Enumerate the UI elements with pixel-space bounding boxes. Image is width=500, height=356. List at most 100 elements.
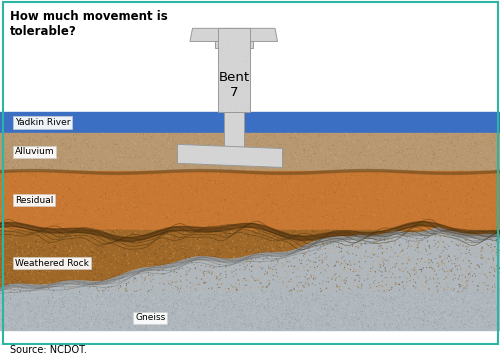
Point <box>481 229 489 234</box>
Point <box>283 180 291 186</box>
Point <box>228 229 235 235</box>
Point <box>398 293 406 299</box>
Point <box>3 311 11 317</box>
Point <box>32 286 40 291</box>
Point <box>216 319 224 324</box>
Point <box>454 267 462 272</box>
Point <box>176 257 184 263</box>
Point <box>492 300 500 305</box>
Point <box>390 294 398 300</box>
Point <box>116 271 124 277</box>
Point <box>36 165 44 171</box>
Point <box>186 291 194 297</box>
Point <box>164 179 172 184</box>
Point <box>274 297 281 303</box>
Point <box>394 178 402 184</box>
Text: Weathered Rock: Weathered Rock <box>15 258 89 268</box>
Point <box>68 258 76 263</box>
Point <box>297 307 305 312</box>
Point <box>432 167 440 173</box>
Point <box>458 229 466 235</box>
Point <box>112 256 120 262</box>
Point <box>46 229 54 235</box>
Point <box>313 145 321 151</box>
Point <box>14 272 22 278</box>
Point <box>174 165 182 171</box>
Point <box>242 101 250 107</box>
Point <box>372 269 380 275</box>
Point <box>242 187 250 193</box>
Point <box>388 308 396 313</box>
Point <box>248 169 256 175</box>
Point <box>422 323 430 329</box>
Point <box>230 176 238 181</box>
Point <box>322 309 330 315</box>
Point <box>156 172 164 178</box>
Point <box>170 313 178 318</box>
Point <box>44 293 52 299</box>
Point <box>385 283 393 288</box>
Point <box>482 153 490 159</box>
Point <box>44 180 52 185</box>
Point <box>82 203 90 208</box>
Point <box>18 253 25 259</box>
Point <box>124 292 132 298</box>
Point <box>7 161 15 166</box>
Point <box>245 66 253 72</box>
Point <box>4 239 12 245</box>
Point <box>104 290 112 295</box>
Point <box>374 186 382 192</box>
Point <box>284 213 292 219</box>
Point <box>58 221 66 226</box>
Point <box>292 130 300 136</box>
Point <box>238 249 246 255</box>
Point <box>483 304 491 310</box>
Point <box>0 251 6 256</box>
Point <box>90 248 98 253</box>
Point <box>450 295 458 300</box>
Point <box>280 138 288 144</box>
Point <box>77 260 85 266</box>
Point <box>344 326 352 331</box>
Point <box>96 223 104 229</box>
Point <box>130 186 138 192</box>
Point <box>464 298 472 303</box>
Point <box>440 309 448 315</box>
Point <box>255 310 263 315</box>
Point <box>290 159 298 165</box>
Point <box>452 208 460 214</box>
Point <box>66 151 74 157</box>
Point <box>376 324 384 330</box>
Point <box>490 141 498 147</box>
Point <box>110 303 118 309</box>
Point <box>466 167 474 172</box>
Point <box>278 312 286 318</box>
Point <box>72 325 80 331</box>
Point <box>293 139 301 145</box>
Point <box>388 317 396 323</box>
Point <box>262 147 270 153</box>
Point <box>107 141 115 147</box>
Point <box>386 293 394 299</box>
Point <box>486 162 494 168</box>
Point <box>5 131 13 136</box>
Point <box>356 137 364 143</box>
Point <box>172 145 179 150</box>
Point <box>208 303 216 309</box>
Point <box>92 314 100 320</box>
Point <box>480 143 488 148</box>
Point <box>67 221 75 226</box>
Point <box>248 162 256 167</box>
Point <box>254 260 262 266</box>
Point <box>122 233 130 239</box>
Point <box>152 326 160 331</box>
Point <box>316 286 324 292</box>
Point <box>344 262 351 267</box>
Point <box>125 256 133 261</box>
Point <box>68 309 76 315</box>
Point <box>395 327 403 333</box>
Point <box>264 283 272 289</box>
Point <box>375 302 383 308</box>
Point <box>264 297 272 303</box>
Point <box>402 314 409 320</box>
